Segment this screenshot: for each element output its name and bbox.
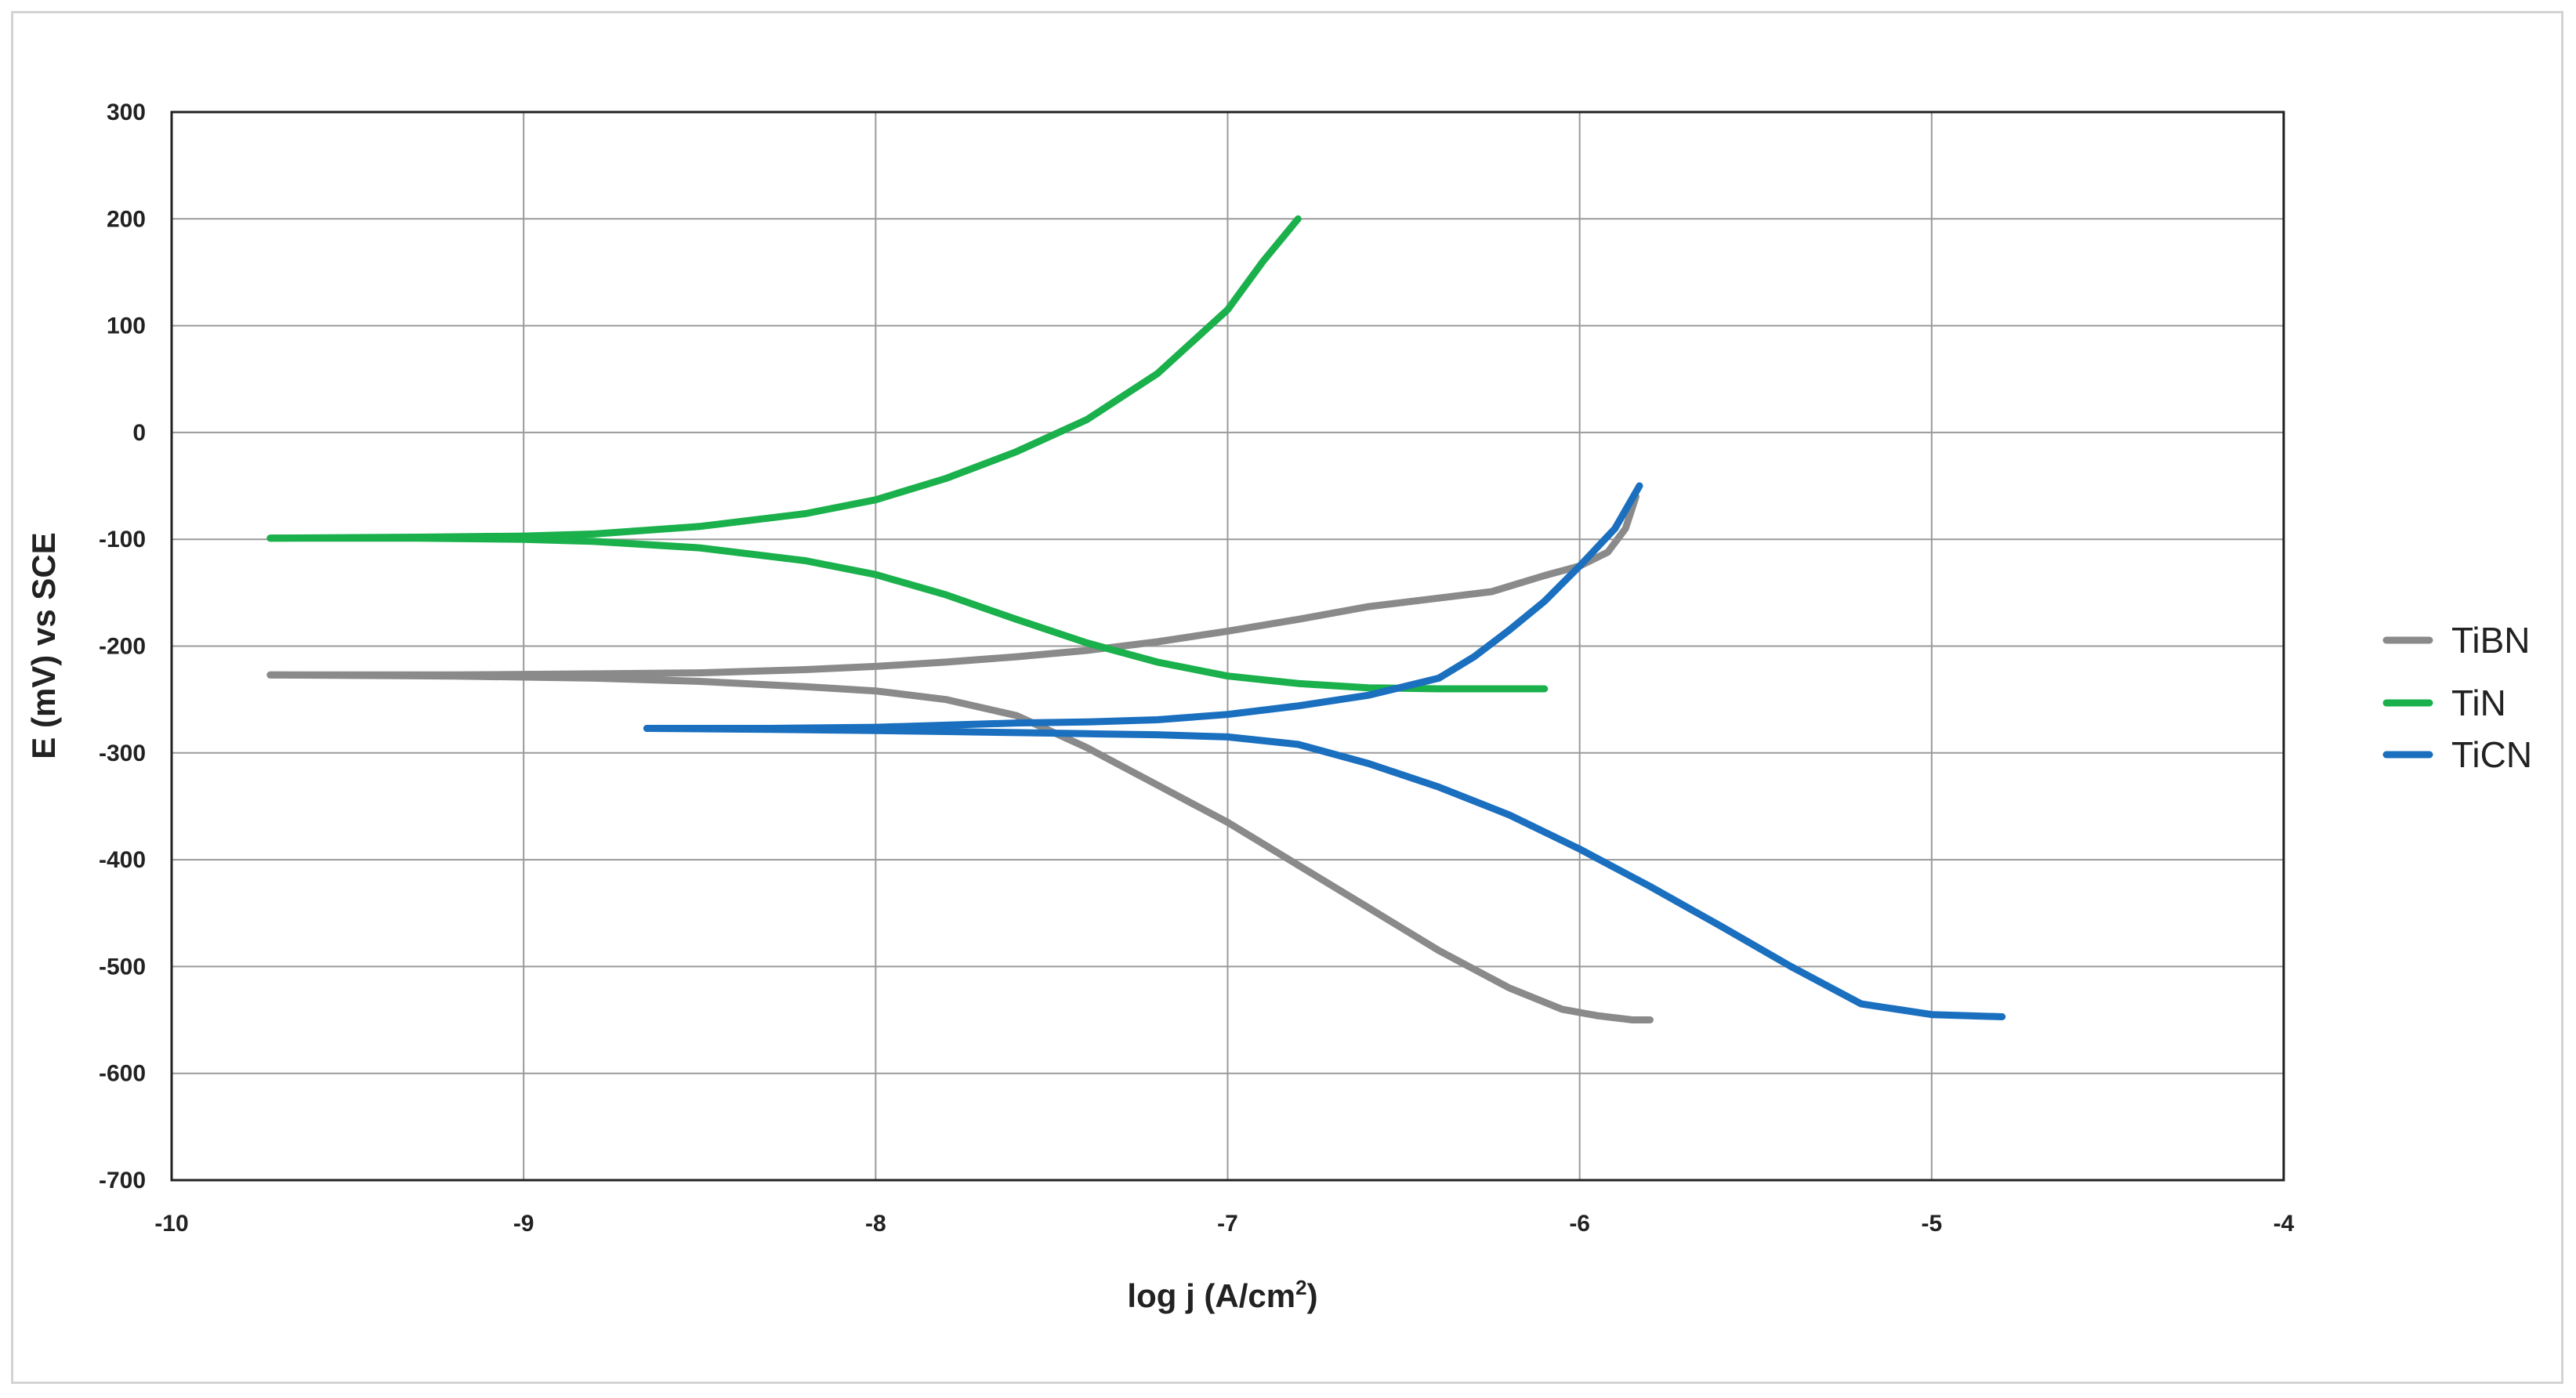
x-tick-label: -4 (2273, 1211, 2295, 1237)
x-tick-label: -10 (154, 1211, 188, 1237)
legend-item-ticn: TiCN (2382, 734, 2532, 775)
y-tick-label: -500 (99, 954, 146, 980)
x-tick-label: -9 (513, 1211, 534, 1237)
x-tick-label: -6 (1569, 1211, 1590, 1237)
y-tick-label: -100 (99, 527, 146, 552)
x-tick-label: -8 (865, 1211, 886, 1237)
x-axis-title-sup: 2 (1295, 1276, 1306, 1299)
y-tick-label: -300 (99, 741, 146, 766)
chart-frame (11, 11, 2563, 1384)
x-axis-title-tail: ) (1307, 1277, 1318, 1314)
plot-area-border (170, 110, 2285, 1182)
x-tick-label: -5 (1921, 1211, 1942, 1237)
y-tick-label: -400 (99, 847, 146, 873)
gridlines (172, 112, 2284, 1180)
y-tick-label: 300 (107, 100, 146, 125)
series-ticn-branch-anodic (643, 482, 1643, 732)
series-tibn-branch-cathodic (266, 671, 1654, 1023)
y-tick-label: 100 (107, 313, 146, 339)
x-axis-title: log j (A/cm2) (1127, 1276, 1317, 1314)
legend-item-tibn: TiBN (2382, 620, 2531, 661)
y-tick-labels: 300 200 100 0 -100 -200 -300 -400 -500 -600 -700 (99, 100, 146, 1193)
series-tibn-branch-anodic (266, 493, 1639, 679)
x-axis-title-main: log j (A/cm (1127, 1277, 1295, 1314)
legend-label-ticn: TiCN (2451, 734, 2532, 775)
y-tick-label: -700 (99, 1168, 146, 1193)
series-tin-branch-anodic (266, 215, 1302, 542)
x-tick-label: -7 (1217, 1211, 1238, 1237)
y-axis-title: E (mV) vs SCE (25, 532, 62, 759)
y-tick-label: 200 (107, 206, 146, 232)
series-lines (266, 215, 2006, 1023)
x-tick-labels: -10 -9 -8 -7 -6 -5 -4 (154, 1211, 2294, 1237)
y-tick-label: -200 (99, 634, 146, 660)
legend-label-tin: TiN (2451, 683, 2506, 723)
legend-item-tin: TiN (2382, 683, 2506, 723)
y-tick-label: 0 (132, 420, 146, 446)
y-tick-label: -600 (99, 1061, 146, 1087)
legend-label-tibn: TiBN (2451, 620, 2531, 661)
legend: TiBN TiN TiCN (2382, 620, 2532, 775)
series-ticn-branch-cathodic (643, 725, 2006, 1020)
